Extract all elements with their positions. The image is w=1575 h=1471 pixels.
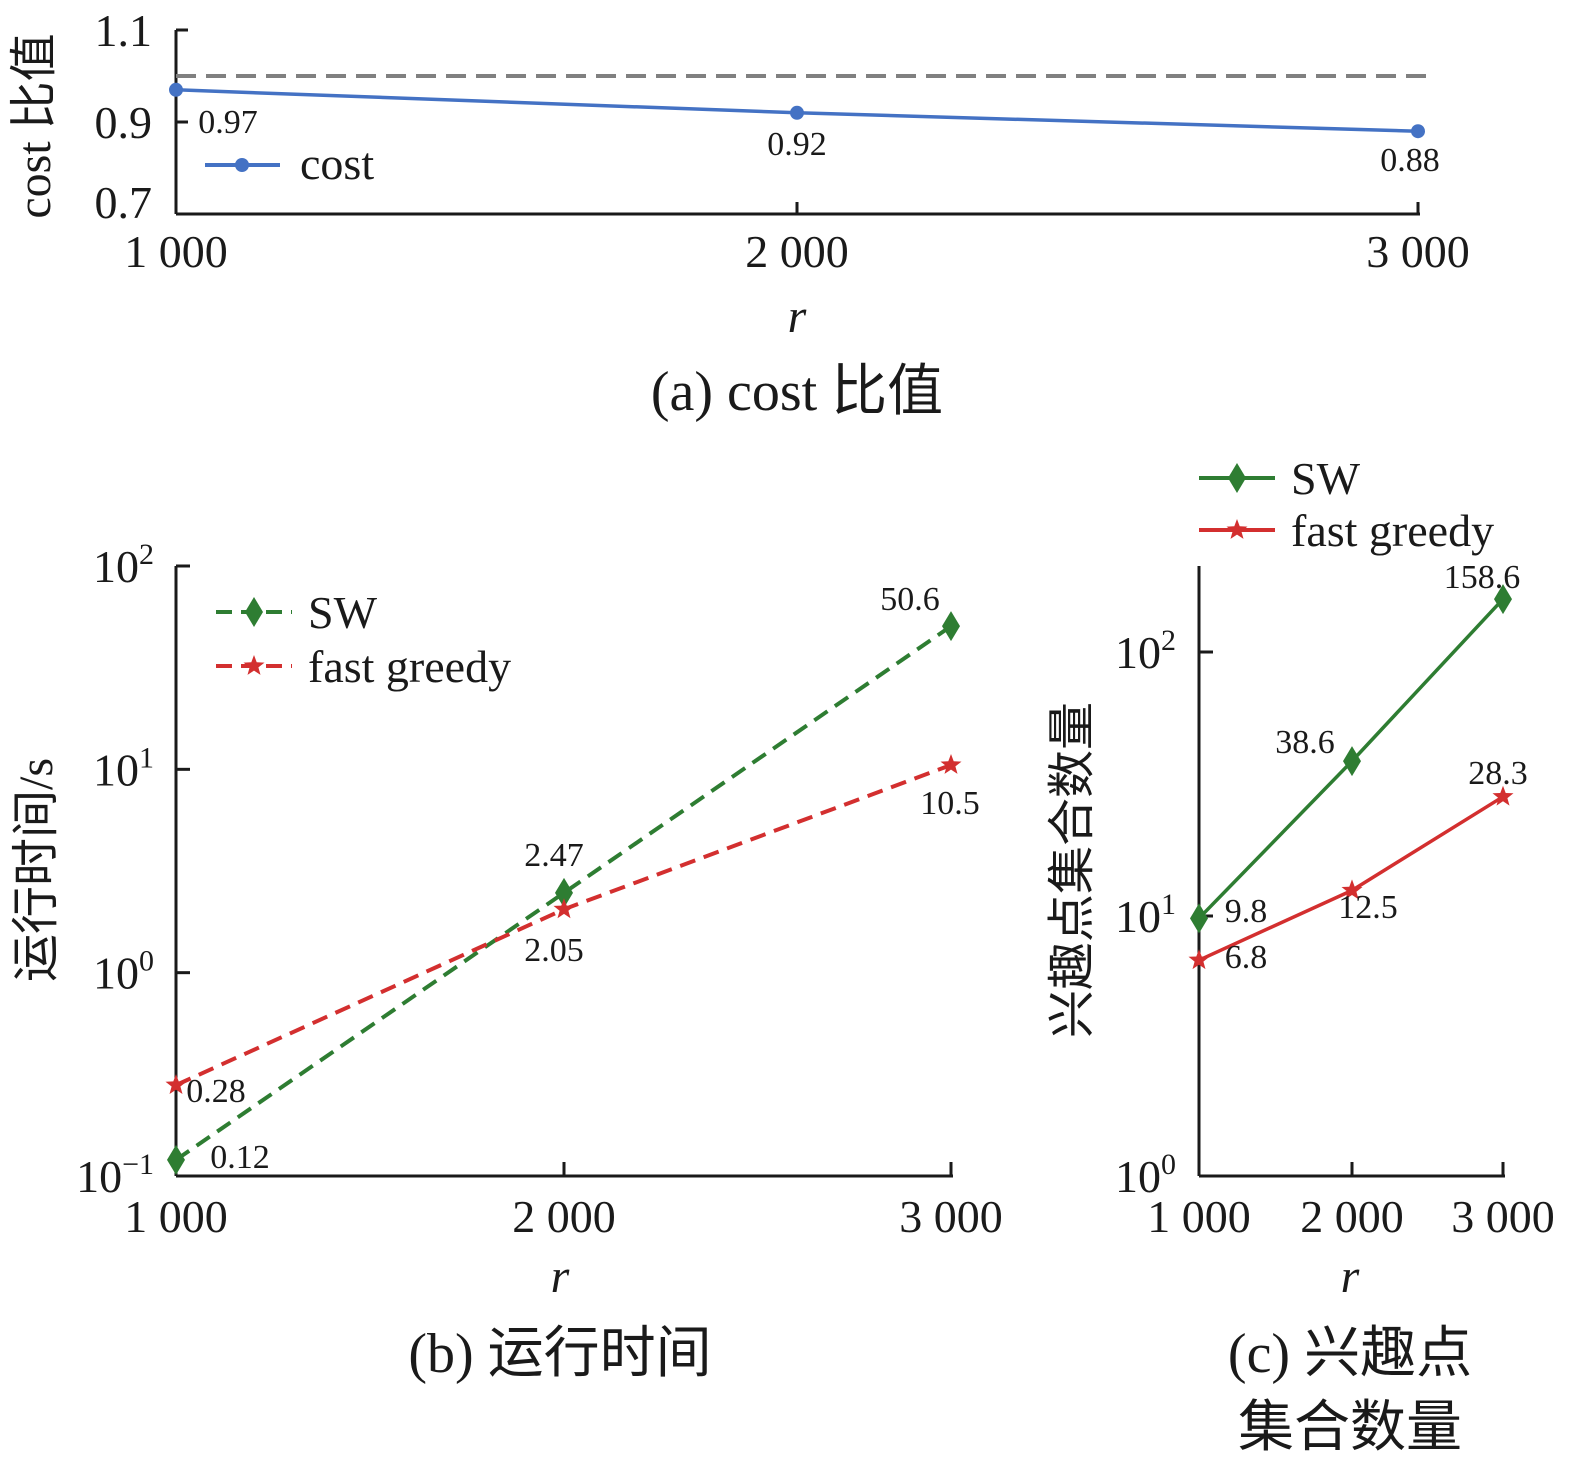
series-cost-point xyxy=(790,105,804,120)
y-tick-label-exponent: 2 xyxy=(1161,624,1176,657)
series-fast-greedy-line xyxy=(1198,795,1504,962)
series-fast-greedy-point xyxy=(1188,949,1210,970)
data-label: 38.6 xyxy=(1275,724,1335,761)
y-axis-title: 兴趣点集合数量 xyxy=(1046,702,1099,1038)
series-sw-point xyxy=(1494,584,1512,615)
y-tick-label-base: 10 xyxy=(93,948,139,999)
x-axis-title: r xyxy=(1341,1250,1360,1303)
series-sw-line xyxy=(174,624,953,1162)
data-label: 0.12 xyxy=(210,1139,270,1176)
x-axis-title: r xyxy=(788,290,807,343)
y-tick-label-base: 10 xyxy=(1115,627,1161,678)
series-fast-greedy-point xyxy=(165,1074,187,1094)
data-label: 0.88 xyxy=(1380,142,1440,179)
x-tick-label: 1 000 xyxy=(124,226,228,277)
y-tick-label-exponent: 2 xyxy=(139,538,154,571)
legend-sw-label: SW xyxy=(308,587,378,638)
x-tick-label: 1 000 xyxy=(124,1191,228,1242)
y-tick-label-base: 10 xyxy=(93,541,139,592)
series-fast-greedy-point xyxy=(553,898,575,919)
legend-cost-marker xyxy=(235,158,249,172)
y-axis-title: cost 比值 xyxy=(8,33,61,218)
caption-line-2: 集合数量 xyxy=(1238,1397,1462,1459)
y-tick-label: 101 xyxy=(1115,888,1176,942)
series-cost-point xyxy=(1411,124,1425,139)
series-sw-point xyxy=(1343,746,1361,777)
x-tick-label: 2 000 xyxy=(745,226,849,277)
series-fast-greedy-line xyxy=(175,763,952,1087)
data-label: 2.05 xyxy=(524,932,584,969)
data-label: 50.6 xyxy=(880,581,940,618)
data-label: 158.6 xyxy=(1444,559,1521,596)
y-tick-label: 100 xyxy=(1115,1148,1176,1202)
legend-fast-greedy-label: fast greedy xyxy=(308,641,511,692)
data-label: 0.28 xyxy=(186,1073,246,1110)
series-fast-greedy-point xyxy=(1341,879,1363,900)
legend-fast-greedy-marker xyxy=(243,655,265,675)
y-tick-label: 102 xyxy=(93,538,154,592)
y-tick-label: 0.7 xyxy=(95,177,153,228)
x-tick-label: 2 000 xyxy=(512,1191,616,1242)
caption: (c) 兴趣点 xyxy=(1228,1323,1472,1385)
x-tick-label: 1 000 xyxy=(1147,1191,1251,1242)
x-tick-label: 3 000 xyxy=(899,1191,1003,1242)
legend-cost-label: cost xyxy=(300,138,374,189)
y-tick-label-exponent: 0 xyxy=(1161,1148,1176,1181)
series-fast-greedy-point xyxy=(1492,785,1514,806)
legend-sw-marker xyxy=(245,597,263,627)
data-label: 0.92 xyxy=(767,126,827,163)
legend-sw-label: SW xyxy=(1291,453,1361,504)
series-sw-point xyxy=(167,1144,185,1175)
y-tick-label-base: 10 xyxy=(76,1151,122,1202)
series-sw-point xyxy=(1190,903,1208,934)
series-sw-point xyxy=(555,877,573,908)
x-tick-label: 3 000 xyxy=(1451,1191,1555,1242)
series-sw-point xyxy=(942,611,960,642)
data-label: 12.5 xyxy=(1338,889,1398,926)
y-tick-label-exponent: −1 xyxy=(122,1148,154,1181)
x-tick-label: 2 000 xyxy=(1300,1191,1404,1242)
chart-a-cost-ratio: 0.7 0.9 1.1 1 000 2 000 3 000 0.97 0.92 0.88 cost… xyxy=(8,5,1470,423)
legend-fast-greedy-marker xyxy=(1226,519,1248,539)
y-tick-label: 1.1 xyxy=(95,5,153,56)
y-tick-label: 102 xyxy=(1115,624,1176,678)
y-tick-label: 101 xyxy=(93,741,154,795)
y-tick-label: 100 xyxy=(93,945,154,999)
y-tick-label-base: 10 xyxy=(93,744,139,795)
data-label: 28.3 xyxy=(1468,755,1528,792)
data-label: 0.97 xyxy=(198,104,258,141)
caption: (b) 运行时间 xyxy=(408,1323,711,1385)
y-tick-label-exponent: 0 xyxy=(139,945,154,978)
y-axis-title: 运行时间/s xyxy=(10,758,63,982)
y-tick-label-base: 10 xyxy=(1115,1151,1161,1202)
series-cost-point xyxy=(169,82,183,97)
legend-fast-greedy-label: fast greedy xyxy=(1291,505,1494,556)
data-label: 10.5 xyxy=(920,785,980,822)
x-tick-label: 3 000 xyxy=(1366,226,1470,277)
y-tick-label-base: 10 xyxy=(1115,891,1161,942)
y-tick-label-exponent: 1 xyxy=(139,741,154,774)
data-label: 2.47 xyxy=(524,837,584,874)
series-fast-greedy-point xyxy=(940,754,962,774)
caption: (a) cost 比值 xyxy=(651,361,943,423)
x-axis-title: r xyxy=(551,1250,570,1303)
data-label: 9.8 xyxy=(1225,893,1268,930)
legend-sw-marker xyxy=(1228,463,1246,493)
data-label: 6.8 xyxy=(1225,939,1268,976)
y-tick-label-exponent: 1 xyxy=(1161,888,1176,921)
y-tick-label: 0.9 xyxy=(95,97,153,148)
y-tick-label: 10−1 xyxy=(76,1148,154,1202)
